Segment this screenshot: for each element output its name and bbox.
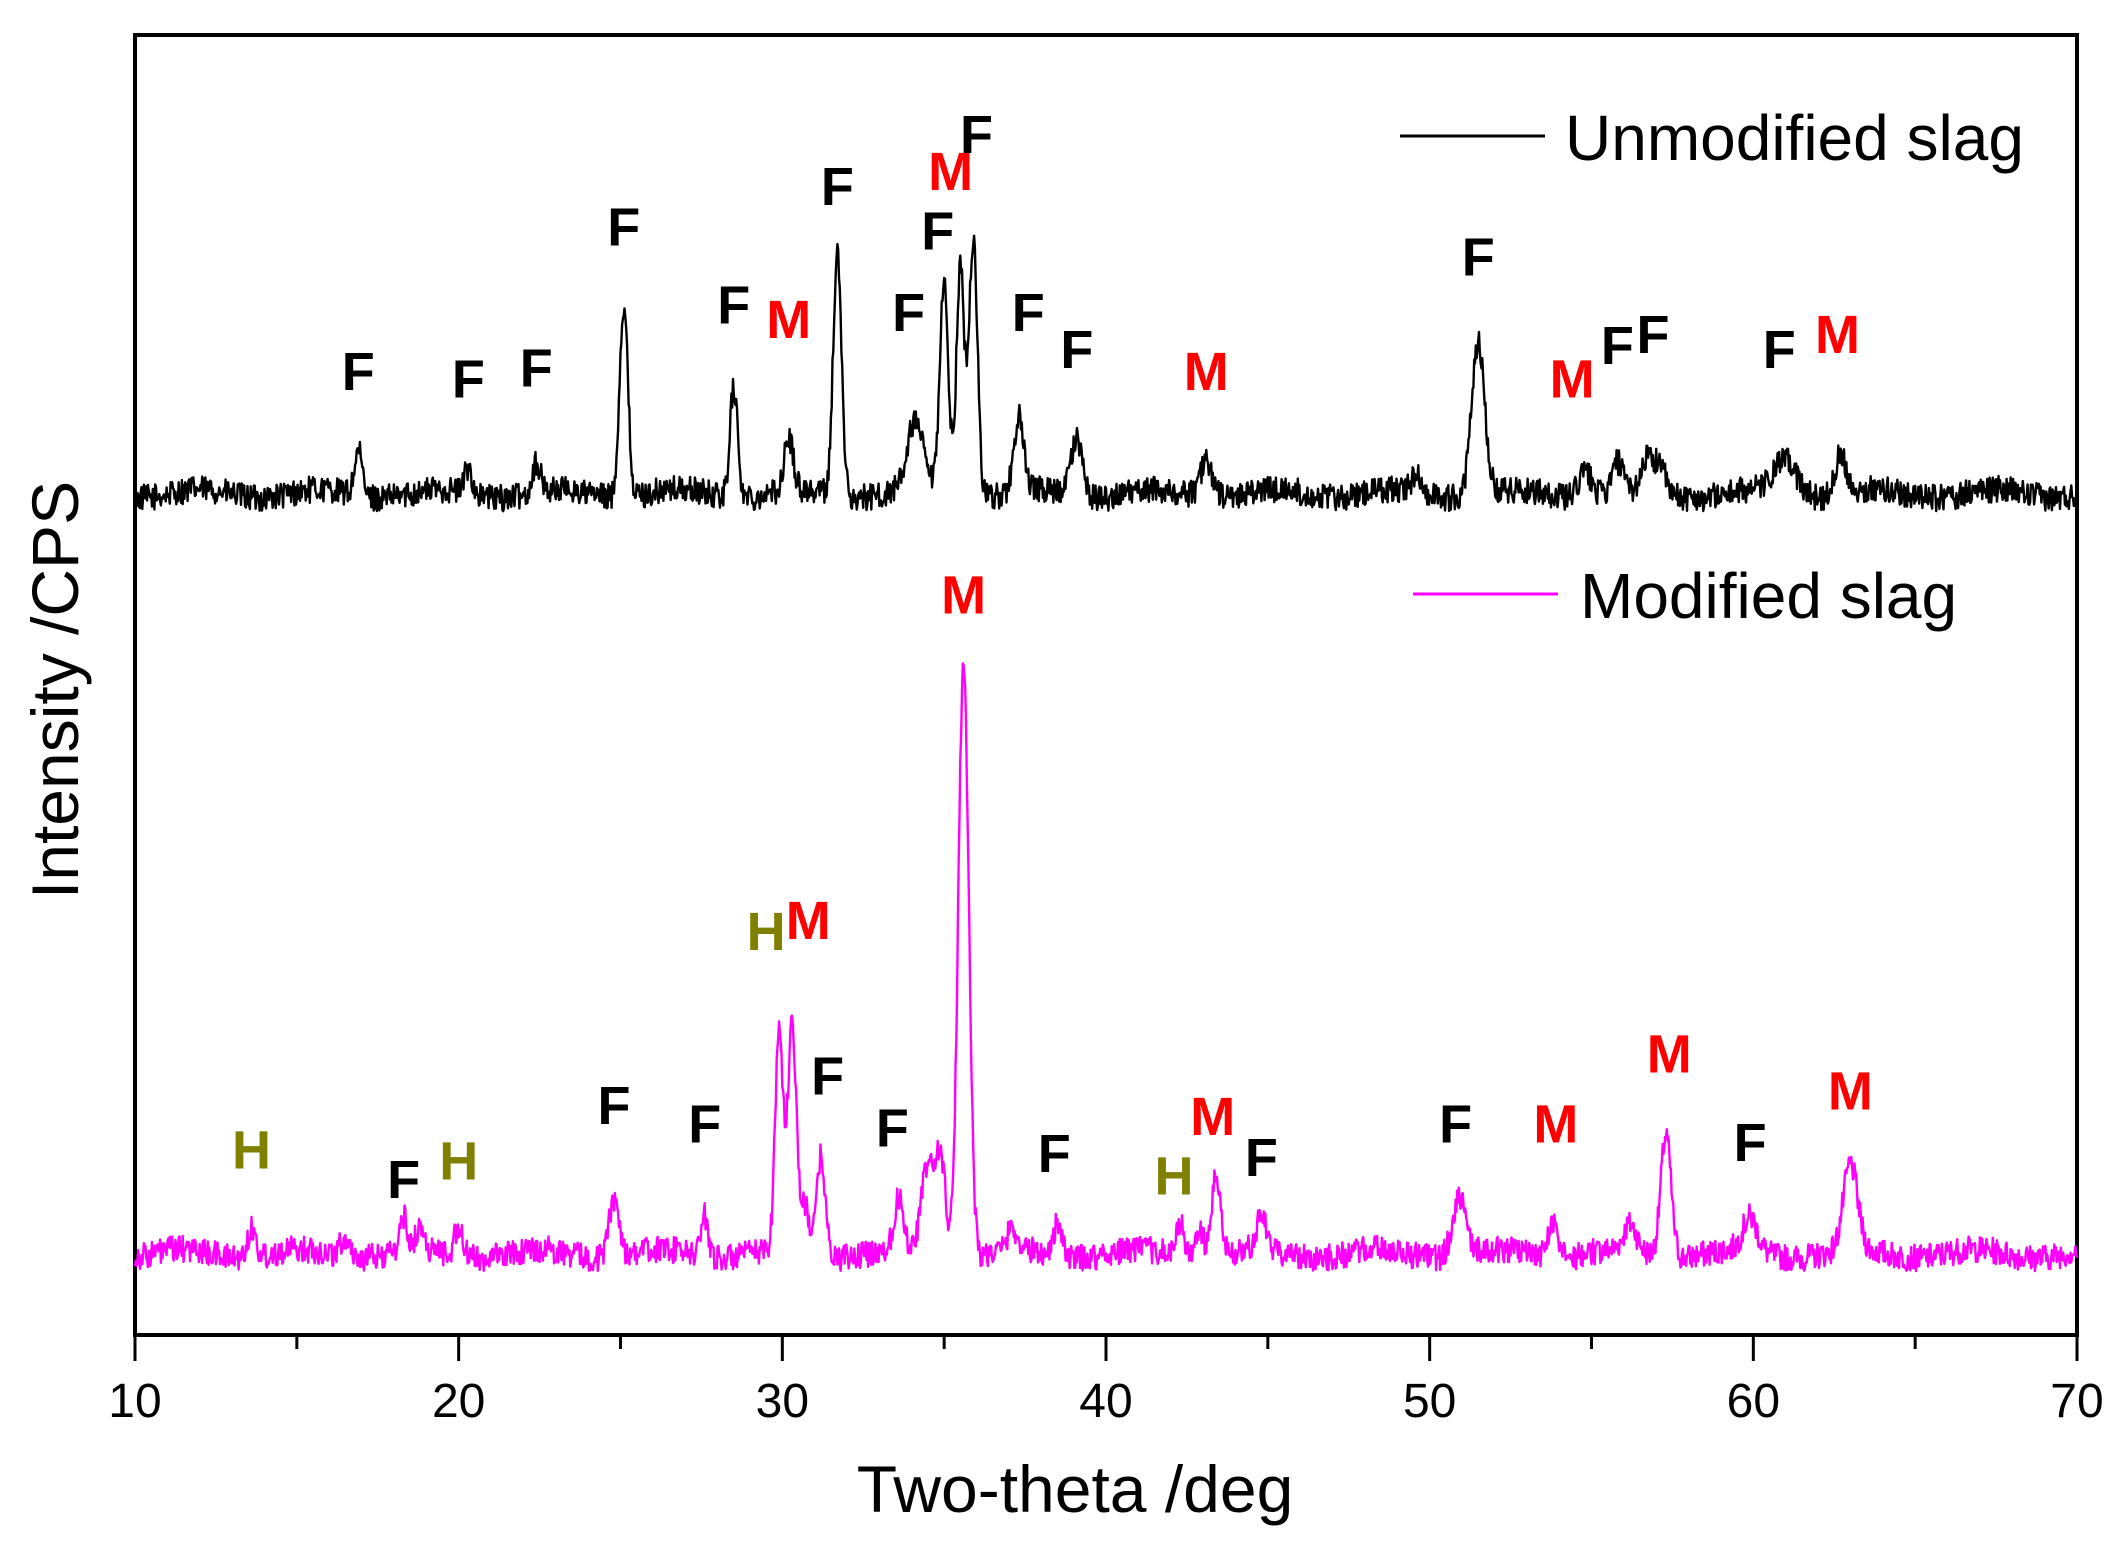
peak-label-F: F xyxy=(821,157,854,217)
peak-label-F: F xyxy=(342,342,375,402)
peak-label-F: F xyxy=(598,1076,631,1136)
legend-unmodified: Unmodified slag xyxy=(1400,102,2024,174)
peak-label-H: H xyxy=(439,1132,478,1192)
legend-label-unmodified: Unmodified slag xyxy=(1565,102,2024,174)
peak-label-M: M xyxy=(1815,305,1860,365)
x-tick-label: 10 xyxy=(108,1375,161,1428)
peak-label-F: F xyxy=(876,1098,909,1158)
peak-label-F: F xyxy=(717,275,750,335)
peak-label-F: F xyxy=(811,1047,844,1107)
peak-label-F: F xyxy=(1012,283,1045,343)
peak-label-F: F xyxy=(1763,320,1796,380)
x-axis-ticks: 10 20 30 40 50 60 70 xyxy=(108,1335,2104,1428)
peak-label-F: F xyxy=(452,349,485,409)
legend-label-modified: Modified slag xyxy=(1580,560,1957,632)
x-tick-label: 50 xyxy=(1403,1375,1456,1428)
peak-label-F: F xyxy=(1245,1128,1278,1188)
series-line-unmodified-slag xyxy=(133,234,2079,513)
peak-label-F: F xyxy=(1060,320,1093,380)
peak-label-M: M xyxy=(928,142,973,202)
peak-label-M: M xyxy=(1533,1095,1578,1155)
peak-label-F: F xyxy=(688,1095,721,1155)
peak-label-F: F xyxy=(1734,1113,1767,1173)
peak-label-F: F xyxy=(1038,1124,1071,1184)
peak-label-H: H xyxy=(747,902,786,962)
peak-label-F: F xyxy=(520,338,553,398)
x-tick-label: 30 xyxy=(756,1375,809,1428)
peak-label-F: F xyxy=(1462,227,1495,287)
series-line-modified-slag xyxy=(133,662,2079,1273)
peak-label-H: H xyxy=(1155,1146,1194,1206)
peak-label-M: M xyxy=(1828,1061,1873,1121)
peak-label-M: M xyxy=(1647,1024,1692,1084)
peak-label-F: F xyxy=(921,201,954,261)
y-axis-title: Intensity /CPS xyxy=(18,481,92,899)
x-tick-label: 60 xyxy=(1727,1375,1780,1428)
peak-label-M: M xyxy=(941,566,986,626)
peak-label-M: M xyxy=(1190,1087,1235,1147)
peak-label-M: M xyxy=(786,891,831,951)
peak-label-F: F xyxy=(1601,316,1634,376)
series-layer xyxy=(133,234,2079,1273)
peak-label-H: H xyxy=(232,1121,271,1181)
peak-label-F: F xyxy=(1439,1095,1472,1155)
x-tick-label: 20 xyxy=(432,1375,485,1428)
peak-label-F: F xyxy=(960,105,993,165)
peak-label-M: M xyxy=(766,290,811,350)
peak-label-M: M xyxy=(1184,342,1229,402)
peak-label-F: F xyxy=(387,1150,420,1210)
peak-label-M: M xyxy=(1550,349,1595,409)
peak-label-F: F xyxy=(1637,305,1670,365)
x-axis-title: Two-theta /deg xyxy=(857,1452,1294,1526)
plot-frame xyxy=(133,33,2079,1337)
peak-label-F: F xyxy=(607,198,640,258)
legend-modified: Modified slag xyxy=(1413,560,1957,632)
x-tick-label: 40 xyxy=(1079,1375,1132,1428)
peak-label-F: F xyxy=(892,283,925,343)
x-tick-label: 70 xyxy=(2050,1375,2103,1428)
